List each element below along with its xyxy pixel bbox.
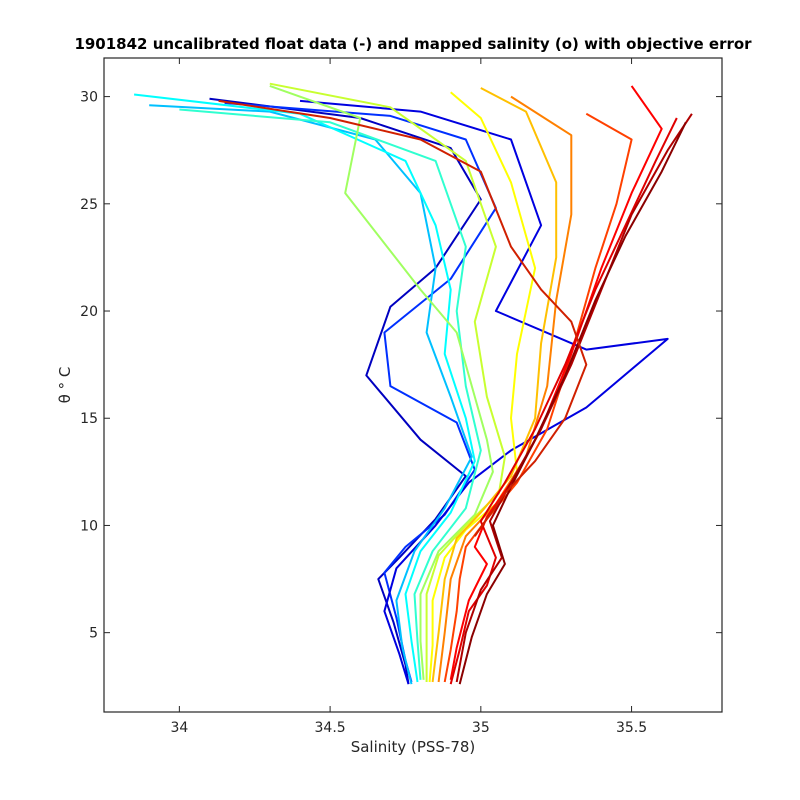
x-tick-label: 35.5	[616, 720, 647, 736]
profile-line-6	[179, 108, 482, 680]
profile-line-8	[269, 82, 506, 682]
y-axis: 5 10 15 20 25 30	[80, 90, 722, 642]
profile-line-2	[224, 102, 497, 683]
y-tick-label: 30	[80, 90, 98, 106]
y-tick-label: 15	[80, 411, 98, 427]
profile-line-17	[218, 99, 588, 537]
y-axis-title: θ ° C	[56, 367, 74, 404]
x-tick-label: 34.5	[315, 720, 346, 736]
y-tick-label: 10	[80, 518, 98, 534]
profile-line-7	[269, 84, 494, 680]
profile-line-3	[299, 99, 669, 685]
plot-frame	[103, 57, 723, 713]
profile-line-10	[431, 87, 558, 683]
x-tick-label: 35	[472, 720, 490, 736]
x-axis: 34 34.5 35 35.5	[170, 58, 647, 736]
profile-line-12	[443, 112, 633, 683]
profile-line-1	[209, 97, 482, 685]
y-tick-label: 5	[89, 626, 98, 642]
profile-line-5	[133, 93, 476, 683]
series-layer	[133, 82, 693, 685]
x-axis-title: Salinity (PSS-78)	[351, 738, 476, 756]
chart-title: 1901842 uncalibrated float data (-) and …	[74, 35, 752, 53]
y-tick-label: 25	[80, 197, 98, 213]
x-tick-label: 34	[170, 720, 188, 736]
y-tick-label: 20	[80, 304, 98, 320]
profile-line-14	[449, 117, 678, 685]
profile-line-16	[458, 121, 687, 685]
plot-background	[104, 58, 722, 712]
